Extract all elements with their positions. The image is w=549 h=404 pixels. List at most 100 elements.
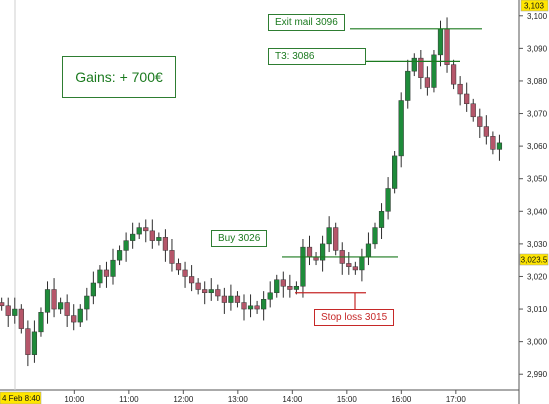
candle-body bbox=[398, 100, 404, 157]
candle-body bbox=[424, 77, 430, 88]
time-tick-label: 15:00 bbox=[337, 395, 358, 404]
candle-body bbox=[123, 240, 129, 251]
candle-body bbox=[477, 116, 483, 127]
candle-body bbox=[405, 70, 411, 101]
candle-body bbox=[326, 227, 332, 245]
price-tick-label: 3,100 bbox=[527, 12, 548, 21]
price-tick-label: 3,050 bbox=[527, 175, 548, 184]
last-price-badge bbox=[519, 253, 549, 266]
candle-body bbox=[12, 308, 18, 316]
candle-body bbox=[175, 263, 182, 271]
price-tick-label: 3,060 bbox=[527, 142, 548, 151]
candle-body bbox=[44, 289, 51, 313]
exit-annotation: Exit mail 3096 bbox=[268, 14, 345, 31]
candle-body bbox=[496, 142, 503, 150]
candle-body bbox=[31, 331, 38, 355]
time-tick-label: 12:00 bbox=[173, 395, 194, 404]
candle-body bbox=[51, 289, 57, 310]
candle-body bbox=[274, 279, 280, 294]
candle-body bbox=[110, 259, 116, 277]
candle-body bbox=[418, 57, 424, 78]
candle-body bbox=[346, 263, 352, 267]
price-tick-label: 3,000 bbox=[527, 338, 548, 347]
stop-loss-annotation: Stop loss 3015 bbox=[314, 309, 395, 326]
price-top-badge bbox=[520, 0, 549, 12]
gains-annotation: Gains: + 700€ bbox=[62, 56, 176, 98]
candle-body bbox=[97, 269, 103, 284]
buy-annotation: Buy 3026 bbox=[211, 230, 268, 247]
candle-body bbox=[188, 276, 195, 284]
candle-body bbox=[280, 279, 286, 287]
candle-body bbox=[25, 328, 31, 355]
t3-annotation: T3: 3086 bbox=[268, 48, 366, 65]
candle-body bbox=[169, 250, 175, 264]
candle-body bbox=[162, 237, 169, 251]
candle-body bbox=[58, 302, 64, 310]
price-axis-ticks: 3,100 3,090 3,080 3,070 3,060 3,050 3,040 3,030… bbox=[519, 12, 548, 379]
candle-body bbox=[293, 285, 300, 290]
time-tick-label: 11:00 bbox=[119, 395, 139, 404]
candle-body bbox=[464, 93, 470, 105]
candle-body bbox=[143, 227, 149, 232]
candle-body bbox=[319, 243, 326, 261]
start-time-badge bbox=[0, 391, 42, 404]
candle-body bbox=[103, 269, 110, 277]
time-axis-ticks: 10:00 11:00 12:00 13:00 14:00 15:00 16:00 17:00 bbox=[64, 390, 466, 404]
candle-body bbox=[431, 54, 437, 88]
time-tick-label: 10:00 bbox=[64, 395, 85, 404]
candle-body bbox=[182, 269, 188, 277]
candle-body bbox=[385, 188, 391, 212]
time-tick-label: 13:00 bbox=[228, 395, 249, 404]
candle-body bbox=[470, 103, 476, 118]
candle-body bbox=[359, 256, 365, 271]
candle-body bbox=[444, 28, 450, 65]
candle-body bbox=[234, 295, 241, 303]
price-tick-label: 3,090 bbox=[527, 44, 548, 53]
level-lines-group bbox=[282, 28, 482, 309]
candle-body bbox=[149, 230, 155, 241]
candle-body bbox=[130, 233, 136, 241]
candle-body bbox=[116, 250, 123, 261]
candles-group bbox=[0, 17, 503, 367]
candle-body bbox=[241, 302, 247, 310]
candle-body bbox=[77, 308, 83, 323]
candle-body bbox=[392, 155, 398, 189]
price-tick-label: 3,080 bbox=[527, 77, 548, 86]
candle-body bbox=[71, 315, 77, 323]
price-top-label: 3,103 bbox=[524, 2, 545, 11]
candle-body bbox=[261, 299, 267, 310]
candle-body bbox=[90, 282, 96, 297]
candle-body bbox=[437, 28, 444, 56]
candle-body bbox=[365, 243, 372, 258]
candle-body bbox=[450, 64, 457, 85]
candle-body bbox=[221, 295, 227, 303]
start-time-label: 4 Feb 8:40 bbox=[2, 394, 41, 403]
candle-body bbox=[254, 305, 260, 310]
price-tick-label: 3,030 bbox=[527, 240, 548, 249]
candle-body bbox=[195, 282, 201, 290]
candle-body bbox=[38, 312, 44, 333]
candle-body bbox=[483, 126, 489, 137]
price-tick-label: 3,070 bbox=[527, 110, 548, 119]
candle-body bbox=[333, 227, 339, 251]
price-tick-label: 2,990 bbox=[527, 370, 548, 379]
last-price-label: 3,023.5 bbox=[521, 256, 548, 265]
time-tick-label: 14:00 bbox=[282, 395, 303, 404]
candle-body bbox=[5, 305, 11, 316]
candle-body bbox=[84, 295, 90, 310]
time-tick-label: 17:00 bbox=[446, 395, 467, 404]
candle-body bbox=[156, 237, 162, 241]
price-tick-label: 3,010 bbox=[527, 305, 548, 314]
candle-body bbox=[202, 289, 208, 294]
candle-body bbox=[411, 57, 417, 72]
candle-body bbox=[490, 136, 496, 150]
candle-body bbox=[228, 295, 234, 303]
candle-body bbox=[306, 246, 313, 258]
candle-body bbox=[287, 285, 293, 290]
price-tick-label: 3,020 bbox=[527, 272, 548, 281]
candle-body bbox=[378, 211, 385, 228]
candle-body bbox=[267, 292, 273, 300]
price-tick-label: 3,040 bbox=[527, 207, 548, 216]
candle-body bbox=[372, 227, 378, 245]
candle-body bbox=[247, 305, 254, 310]
